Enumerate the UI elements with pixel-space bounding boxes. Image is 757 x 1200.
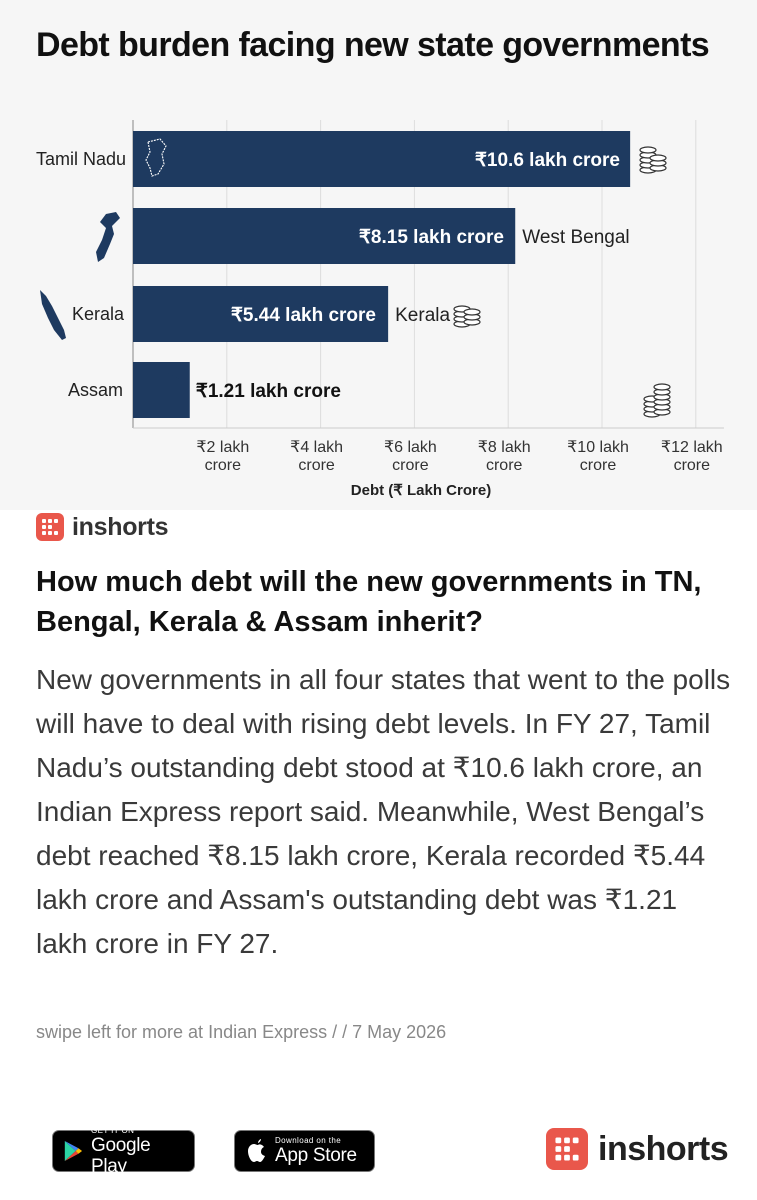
bar xyxy=(133,131,631,187)
debt-bar-chart: Tamil Nadu Kerala Assam ₹10.6 lakh crore ₹8.… xyxy=(36,120,724,499)
news-body: New governments in all four states that … xyxy=(36,664,731,959)
row-label: Kerala xyxy=(72,304,125,324)
assam-map-icon xyxy=(139,373,181,399)
x-tick-label: crore xyxy=(580,457,617,474)
brand-name: inshorts xyxy=(72,512,169,541)
apple-icon xyxy=(248,1139,265,1162)
google-play-small-label: GET IT ON xyxy=(90,1125,135,1135)
value-label: ₹1.21 lakh crore xyxy=(196,381,341,402)
google-play-badge[interactable]: GET IT ON Google Play xyxy=(52,1126,195,1177)
x-axis-title: Debt (₹ Lakh Crore) xyxy=(351,482,491,499)
x-tick-label: ₹2 lakh xyxy=(196,439,249,456)
app-store-label: App Store xyxy=(275,1145,357,1166)
bar xyxy=(133,208,516,264)
inshorts-logo-icon xyxy=(36,513,64,541)
x-tick-label: crore xyxy=(392,457,429,474)
value-label: ₹8.15 lakh crore xyxy=(359,227,504,248)
source-link[interactable]: swipe left for more at Indian Express / … xyxy=(36,1022,447,1042)
tamil-nadu-map-icon xyxy=(145,138,167,177)
app-store-badge[interactable]: Download on the App Store xyxy=(234,1130,375,1172)
outside-label: West Bengal xyxy=(522,227,629,248)
app-store-small-label: Download on the xyxy=(275,1136,342,1145)
x-tick-label: ₹10 lakh xyxy=(567,439,629,456)
google-play-label: Google Play xyxy=(90,1134,151,1177)
x-tick-label: ₹4 lakh xyxy=(290,439,343,456)
google-play-icon xyxy=(64,1141,83,1161)
x-tick-label: ₹8 lakh xyxy=(478,439,531,456)
row-label: Tamil Nadu xyxy=(36,149,126,169)
x-tick-label: crore xyxy=(674,457,711,474)
news-headline[interactable]: How much debt will the new governments i… xyxy=(36,566,702,638)
brand-logo-footer[interactable]: inshorts xyxy=(546,1128,729,1170)
value-label: ₹5.44 lakh crore xyxy=(231,305,376,326)
outside-label: Kerala xyxy=(395,305,450,326)
coin-stack-icon xyxy=(453,305,481,328)
bar xyxy=(133,362,190,418)
inshorts-logo-icon xyxy=(546,1128,588,1170)
kerala-map-icon xyxy=(40,290,66,340)
value-label: ₹10.6 lakh crore xyxy=(475,150,620,171)
row-label: Assam xyxy=(68,380,123,400)
coin-stack-icon xyxy=(643,383,671,418)
coin-stack-icon xyxy=(639,146,667,174)
x-tick-label: crore xyxy=(205,457,242,474)
chart-panel: Debt burden facing new state governments xyxy=(0,0,757,510)
x-tick-label: ₹12 lakh xyxy=(661,439,723,456)
bar xyxy=(133,286,389,342)
west-bengal-map-icon xyxy=(96,212,120,262)
x-tick-label: crore xyxy=(298,457,335,474)
chart-title: Debt burden facing new state governments xyxy=(36,26,710,64)
x-tick-label: ₹6 lakh xyxy=(384,439,437,456)
x-tick-label: crore xyxy=(486,457,523,474)
footer-brand-name: inshorts xyxy=(598,1129,729,1168)
brand-logo-small: inshorts xyxy=(36,512,169,542)
